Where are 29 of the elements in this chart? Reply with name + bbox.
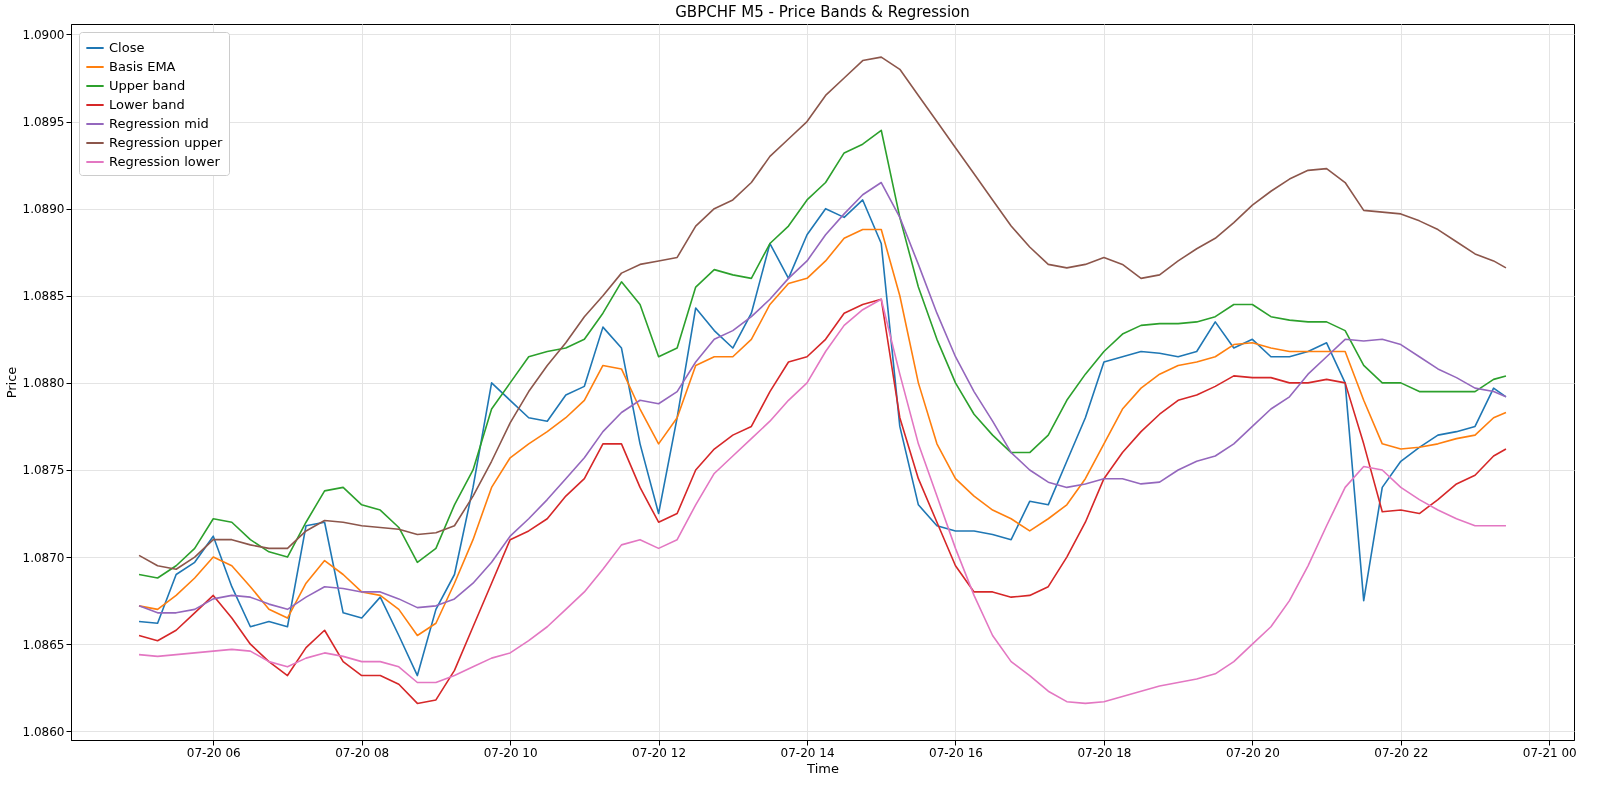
y-tick-label: 1.0875	[22, 463, 65, 478]
x-tick-label: 07-21 00	[1522, 745, 1577, 760]
y-tick-label: 1.0880	[22, 376, 65, 391]
x-tick-label: 07-20 06	[186, 745, 241, 760]
x-tick-label: 07-20 10	[483, 745, 538, 760]
legend-label: Lower band	[109, 97, 185, 112]
x-tick-label: 07-20 08	[335, 745, 390, 760]
x-axis-title: Time	[806, 760, 839, 776]
y-tick-label: 1.0890	[22, 202, 65, 217]
x-tick-label: 07-20 16	[929, 745, 983, 760]
x-tick-label: 07-20 14	[780, 745, 835, 760]
legend-label: Regression upper	[109, 135, 223, 150]
x-tick-label: 07-20 20	[1225, 745, 1280, 760]
y-tick-label: 1.0870	[22, 550, 65, 565]
legend-label: Regression lower	[109, 154, 221, 169]
y-tick-label: 1.0865	[22, 637, 65, 652]
x-tick-label: 07-20 18	[1077, 745, 1132, 760]
x-tick-label: 07-20 22	[1374, 745, 1429, 760]
legend-label: Upper band	[109, 78, 186, 93]
y-axis-title: Price	[3, 366, 19, 399]
chart-title: GBPCHF M5 - Price Bands & Regression	[675, 3, 970, 21]
y-tick-label: 1.0860	[22, 724, 65, 739]
legend-label: Basis EMA	[109, 59, 176, 74]
legend-label: Regression mid	[109, 116, 209, 131]
y-tick-label: 1.0900	[22, 27, 65, 42]
y-tick-label: 1.0885	[22, 289, 65, 304]
legend-label: Close	[109, 40, 145, 55]
y-tick-label: 1.0895	[22, 115, 65, 130]
x-tick-label: 07-20 12	[632, 745, 687, 760]
